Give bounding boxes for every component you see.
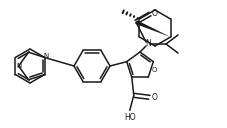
Polygon shape [135, 20, 170, 37]
Text: HO: HO [123, 113, 135, 122]
Text: O: O [151, 93, 157, 102]
Text: O: O [151, 67, 157, 72]
Text: N: N [16, 63, 21, 69]
Text: N: N [43, 54, 48, 60]
Text: N: N [145, 40, 150, 49]
Text: O: O [151, 8, 157, 18]
